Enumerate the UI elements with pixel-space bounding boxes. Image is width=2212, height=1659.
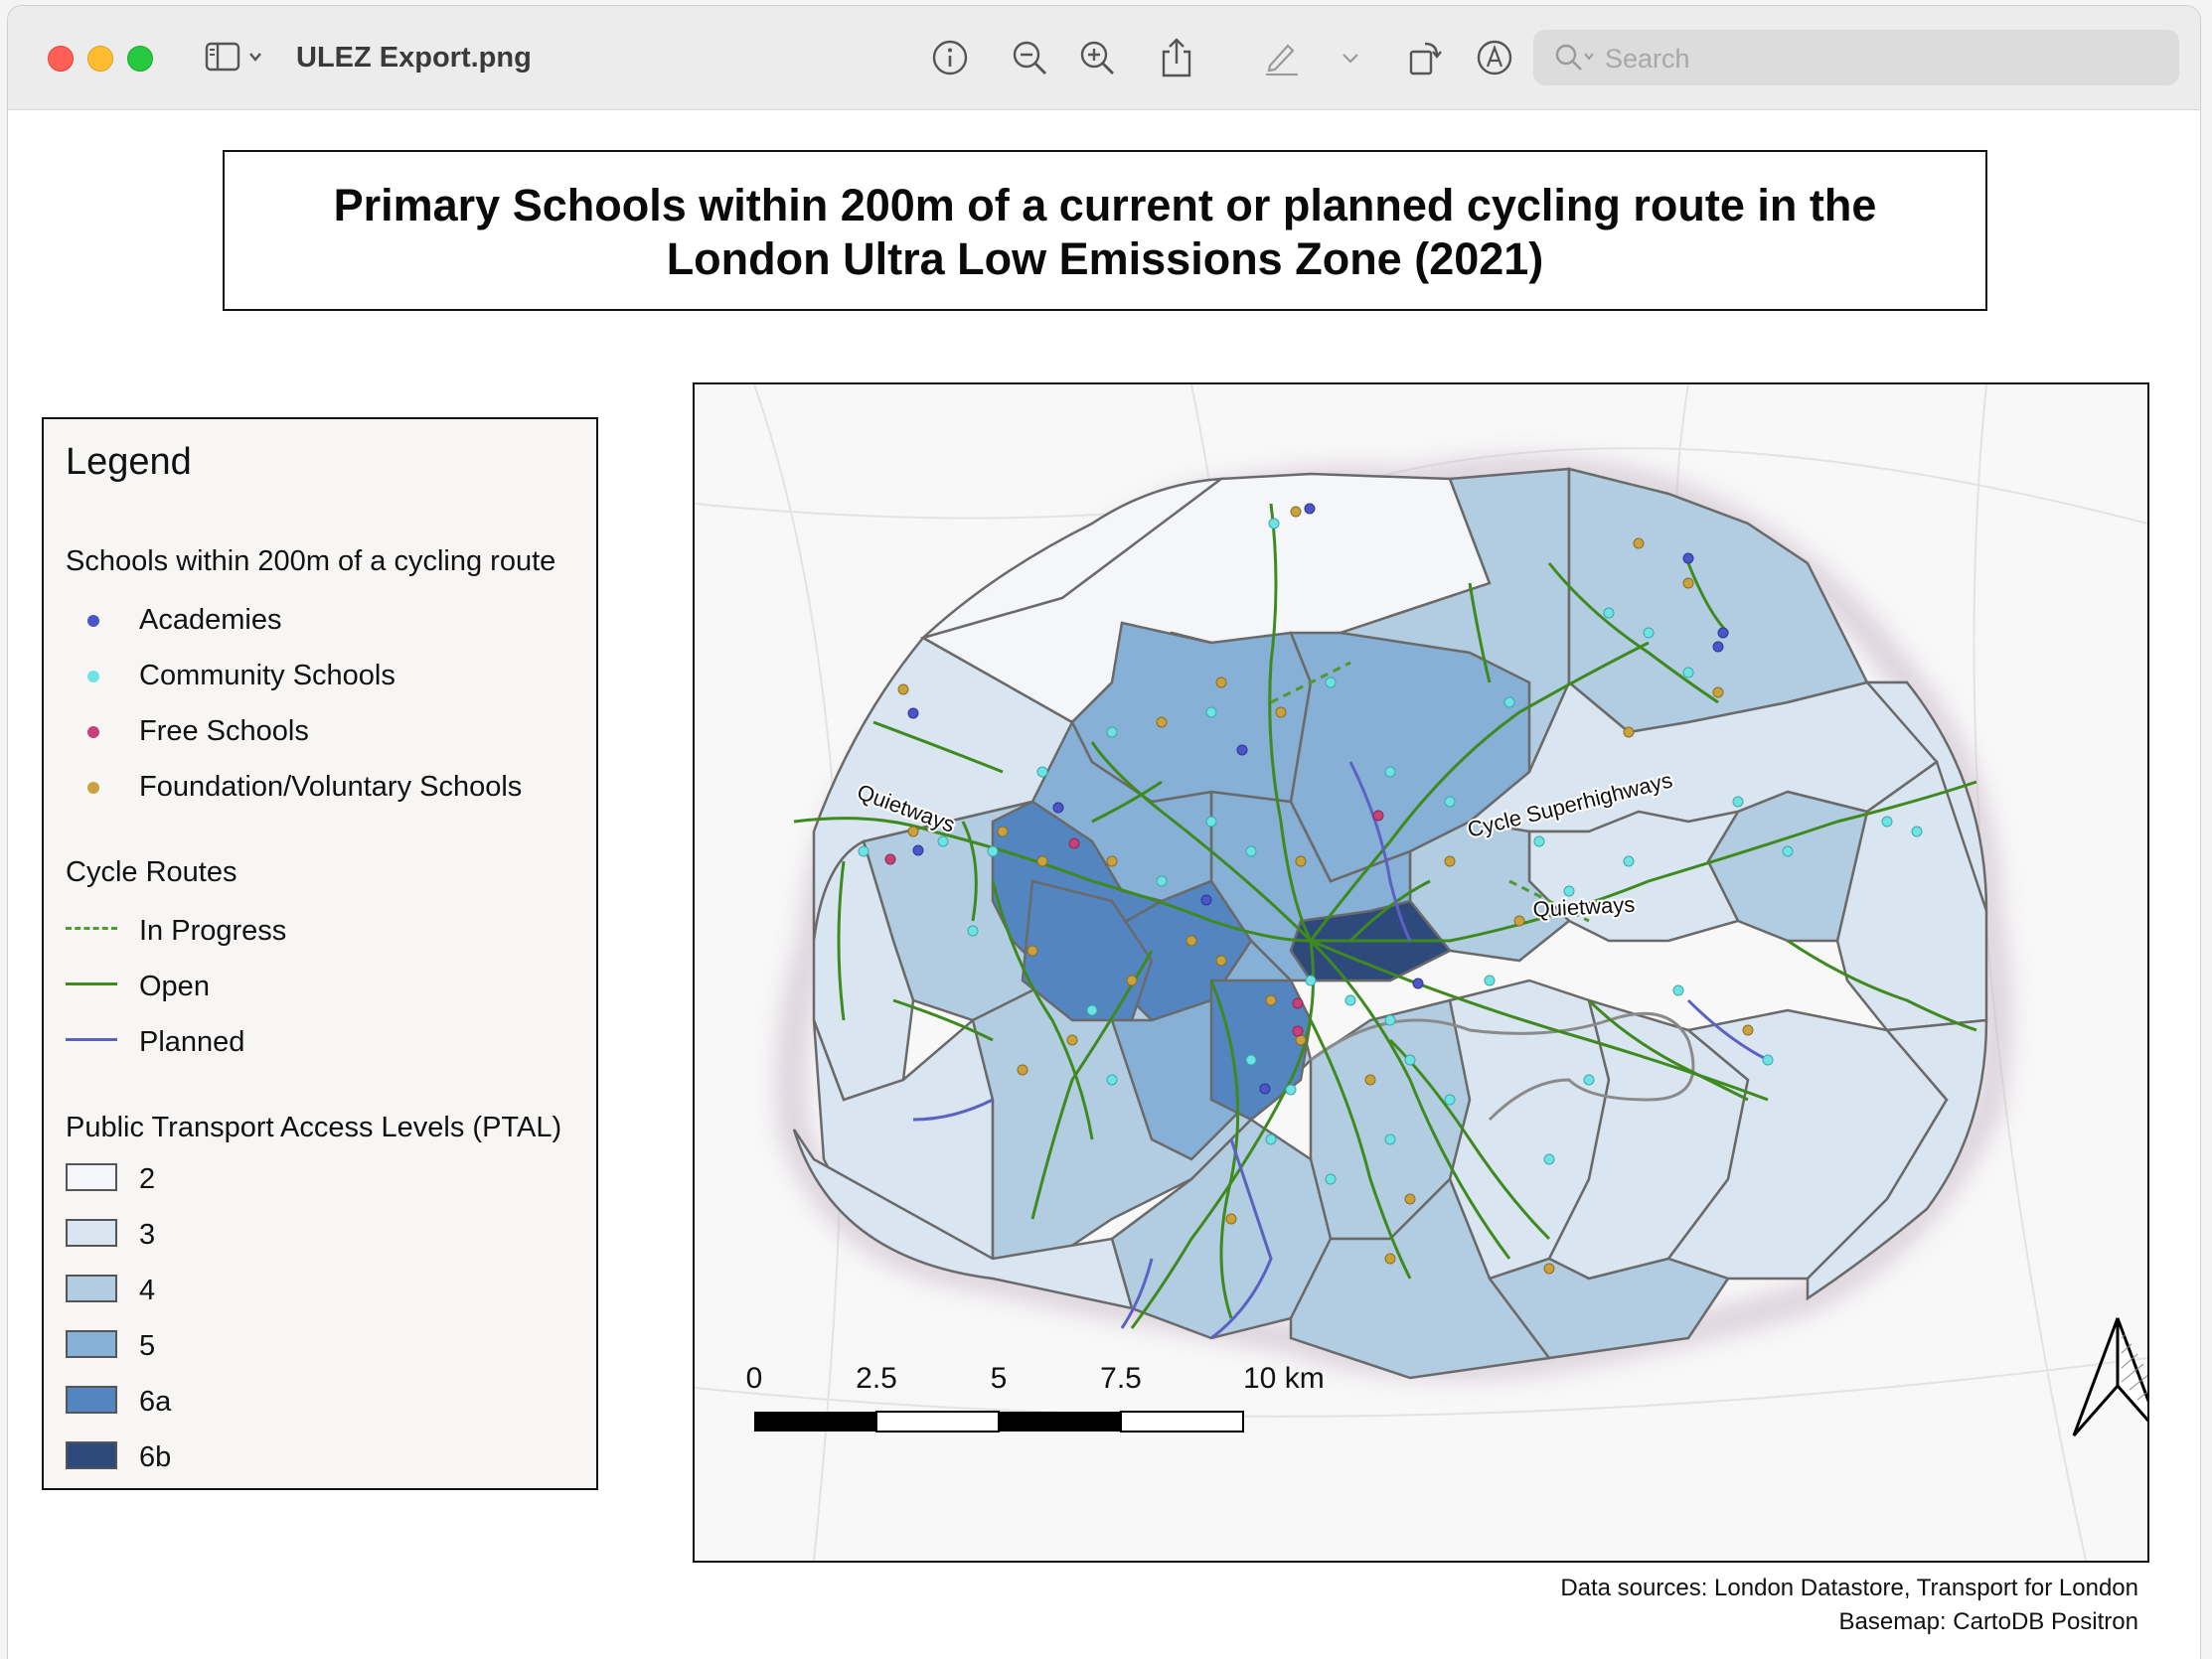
legend-ptal-label: 4 <box>139 1275 156 1306</box>
route-label-quietways-east: Quietways <box>1532 892 1636 922</box>
academies-marker <box>87 615 99 627</box>
legend-ptal-label: 6a <box>139 1386 172 1418</box>
ptal-zones <box>792 467 1988 1380</box>
scale-label: 10 km <box>1243 1362 1325 1395</box>
legend-in-progress: In Progress <box>139 915 287 947</box>
data-sources-caption: Data sources: London Datastore, Transpor… <box>1560 1572 2138 1639</box>
ptal-heading: Public Transport Access Levels (PTAL) <box>66 1112 562 1143</box>
river-thames <box>1310 1011 1695 1122</box>
legend-foundation-schools: Foundation/Voluntary Schools <box>139 771 523 803</box>
map-frame: Quietways Cycle Superhighways Quietways … <box>693 382 2149 1563</box>
share-icon <box>1162 38 1191 77</box>
sidebar-toggle-button[interactable] <box>203 36 266 79</box>
open-cycle-routes <box>793 503 1977 1329</box>
cycle-routes-heading: Cycle Routes <box>66 856 237 888</box>
scale-label: 5 <box>991 1362 1008 1395</box>
legend-ptal-label: 2 <box>139 1163 156 1195</box>
legend-title: Legend <box>66 441 192 483</box>
scale-label: 0 <box>746 1362 763 1395</box>
zoom-in-icon <box>1080 41 1114 75</box>
ptal-swatch <box>66 1330 117 1358</box>
zoom-in-button[interactable] <box>1075 36 1119 79</box>
scale-label: 7.5 <box>1100 1362 1142 1395</box>
sources-line: Data sources: London Datastore, Transpor… <box>1560 1575 2138 1601</box>
title-bar: ULEZ Export.png <box>8 6 2200 110</box>
search-input[interactable] <box>1603 40 2163 77</box>
schools-heading: Schools within 200m of a cycling route <box>66 545 556 577</box>
legend-community-schools: Community Schools <box>139 660 395 691</box>
rotate-button[interactable] <box>1403 36 1447 79</box>
chevron-down-icon <box>1343 54 1358 64</box>
open-line <box>66 982 117 985</box>
info-icon <box>932 40 968 75</box>
map-title-line-1: Primary Schools within 200m of a current… <box>333 180 1877 230</box>
annotate-icon <box>1477 40 1512 75</box>
planned-cycle-routes <box>912 761 1769 1340</box>
document-title: ULEZ Export.png <box>296 42 532 74</box>
share-button[interactable] <box>1155 36 1198 79</box>
ulez-map: Quietways Cycle Superhighways Quietways … <box>695 384 2147 1561</box>
search-icon <box>1555 44 1594 71</box>
legend-academies: Academies <box>139 604 282 636</box>
school-markers <box>858 503 1923 1275</box>
planned-line <box>66 1038 117 1041</box>
close-button[interactable] <box>48 46 74 72</box>
minimize-button[interactable] <box>87 46 113 72</box>
legend-ptal-label: 5 <box>139 1330 156 1362</box>
legend-ptal-label: 3 <box>139 1219 156 1251</box>
map-title-line-2: London Ultra Low Emissions Zone (2021) <box>666 233 1544 284</box>
markup-button[interactable] <box>1260 36 1304 79</box>
rotate-icon <box>1409 42 1442 75</box>
legend-free-schools: Free Schools <box>139 715 309 747</box>
foundation-schools-marker <box>87 782 99 794</box>
scale-label: 2.5 <box>856 1362 897 1395</box>
scale-bar: 0 2.5 5 7.5 10 km <box>746 1362 1325 1433</box>
preview-window: ULEZ Export.png <box>8 6 2200 1659</box>
north-arrow-icon <box>2072 1317 2147 1436</box>
legend-open: Open <box>139 971 210 1002</box>
markup-menu-button[interactable] <box>1336 36 1365 79</box>
info-button[interactable] <box>928 36 972 79</box>
zoom-window-button[interactable] <box>127 46 153 72</box>
search-field[interactable] <box>1533 30 2179 85</box>
free-schools-marker <box>87 726 99 738</box>
legend-panel: Legend Schools within 200m of a cycling … <box>42 417 598 1490</box>
ptal-swatch <box>66 1275 117 1302</box>
in-progress-line <box>66 927 117 930</box>
image-canvas: Primary Schools within 200m of a current… <box>8 110 2200 1659</box>
map-title-box: Primary Schools within 200m of a current… <box>223 150 1987 311</box>
basemap-line: Basemap: CartoDB Positron <box>1838 1608 2138 1635</box>
ptal-swatch <box>66 1441 117 1469</box>
legend-planned: Planned <box>139 1026 245 1058</box>
legend-ptal-label: 6b <box>139 1441 172 1473</box>
ptal-swatch <box>66 1219 117 1247</box>
ptal-swatch <box>66 1386 117 1414</box>
zoom-out-button[interactable] <box>1008 36 1051 79</box>
ptal-swatch <box>66 1163 117 1191</box>
community-schools-marker <box>87 671 99 682</box>
markup-pen-icon <box>1266 44 1298 75</box>
annotate-button[interactable] <box>1473 36 1516 79</box>
sidebar-icon <box>205 42 261 72</box>
in-progress-cycle-routes <box>1270 661 1590 923</box>
zoom-out-icon <box>1013 41 1046 75</box>
